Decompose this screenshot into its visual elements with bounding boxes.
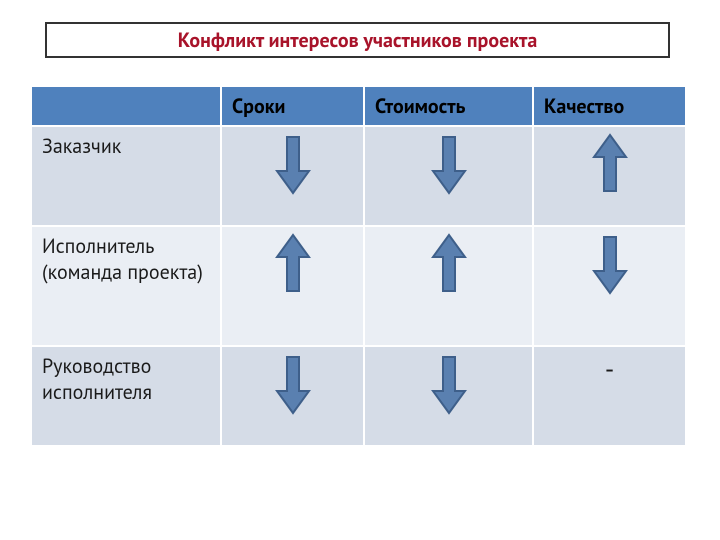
conflict-table: Сроки Стоимость Качество Заказчик Исполн… <box>30 85 687 447</box>
cell-rukovodstvo-kachestvo: - <box>533 346 686 446</box>
arrow-down-icon <box>431 133 467 195</box>
slide-title: Конфликт интересов участников проекта <box>45 22 670 58</box>
table-header-row: Сроки Стоимость Качество <box>31 86 686 126</box>
table-row: Руководство исполнителя - <box>31 346 686 446</box>
col-header-sroki: Сроки <box>221 86 364 126</box>
arrow-down-icon <box>275 133 311 195</box>
arrow-down-icon <box>275 353 311 415</box>
cell-rukovodstvo-stoimost <box>364 346 533 446</box>
cell-ispolnitel-sroki <box>221 226 364 346</box>
arrow-up-icon <box>275 233 311 295</box>
cell-zakazchik-stoimost <box>364 126 533 226</box>
cell-zakazchik-kachestvo <box>533 126 686 226</box>
arrow-up-icon <box>592 133 628 195</box>
row-label: Заказчик <box>31 126 221 226</box>
col-header-stoimost: Стоимость <box>364 86 533 126</box>
arrow-up-icon <box>431 233 467 295</box>
cell-rukovodstvo-sroki <box>221 346 364 446</box>
table-row: Исполнитель (команда проекта) <box>31 226 686 346</box>
row-label: Руководство исполнителя <box>31 346 221 446</box>
col-header-kachestvo: Качество <box>533 86 686 126</box>
cell-zakazchik-sroki <box>221 126 364 226</box>
col-header-empty <box>31 86 221 126</box>
cell-ispolnitel-kachestvo <box>533 226 686 346</box>
table-row: Заказчик <box>31 126 686 226</box>
arrow-down-icon <box>592 233 628 295</box>
slide: Конфликт интересов участников проекта Ср… <box>0 0 720 540</box>
row-label: Исполнитель (команда проекта) <box>31 226 221 346</box>
arrow-down-icon <box>431 353 467 415</box>
cell-ispolnitel-stoimost <box>364 226 533 346</box>
cell-text: - <box>605 353 614 386</box>
